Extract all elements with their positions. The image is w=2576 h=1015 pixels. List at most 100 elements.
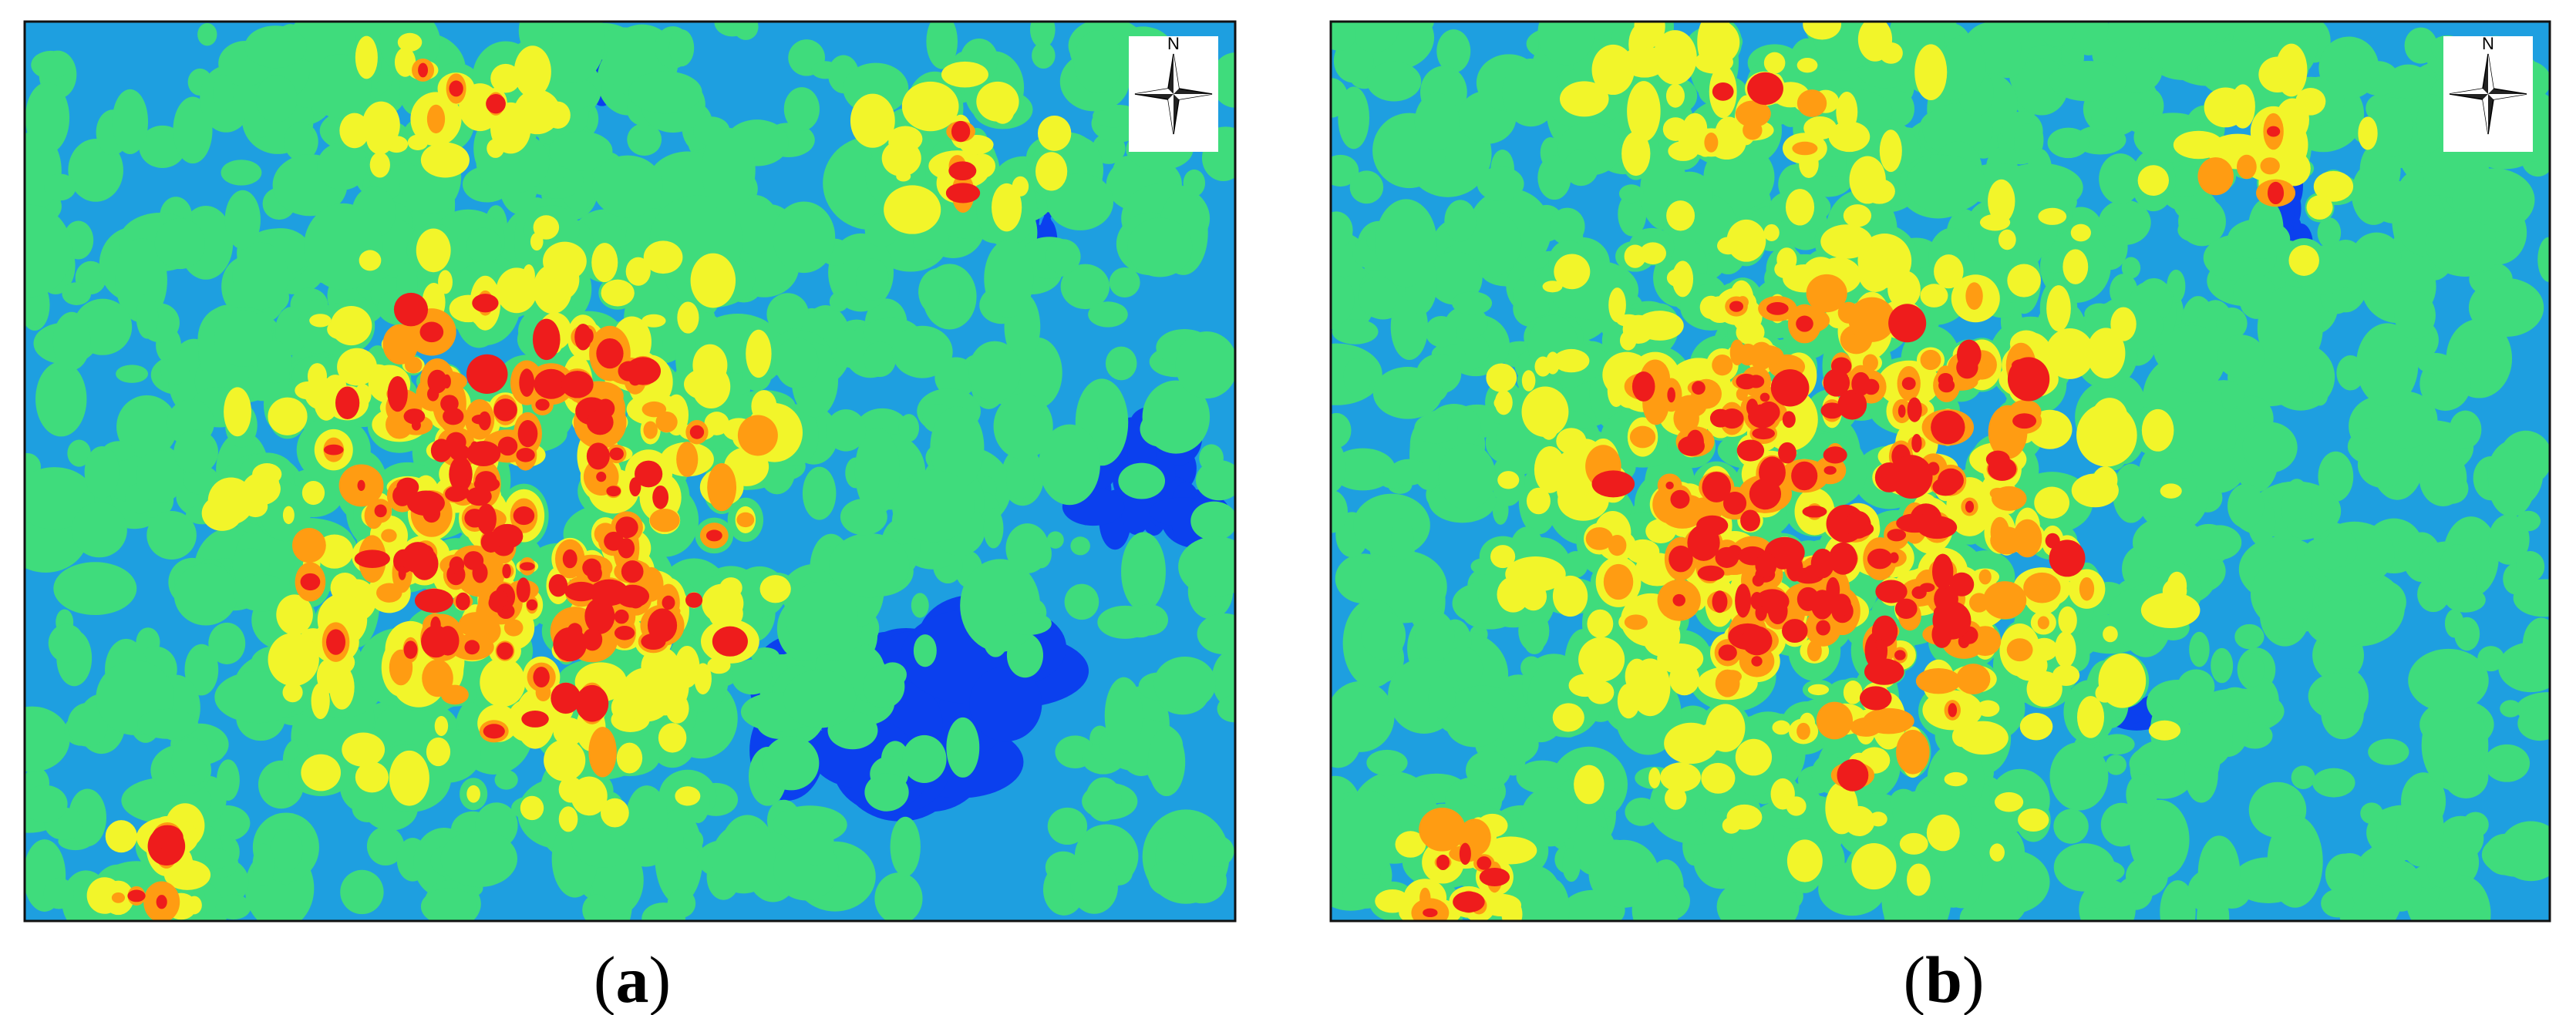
heat-patch <box>1537 155 1571 200</box>
heat-patch <box>1587 609 1614 638</box>
heat-patch <box>1562 848 1581 882</box>
heat-patch <box>1625 658 1649 694</box>
heat-patch <box>1198 835 1234 868</box>
heat-patch <box>2386 64 2430 99</box>
heat-patch <box>543 241 587 281</box>
heat-patch <box>397 32 423 52</box>
heat-patch <box>763 736 820 791</box>
heat-patch <box>472 562 488 583</box>
water-area <box>969 666 1042 742</box>
heat-patch <box>342 732 386 767</box>
heat-patch <box>643 240 683 274</box>
heat-patch <box>1965 500 1975 513</box>
heat-patch <box>2148 22 2210 73</box>
heat-patch <box>941 61 988 88</box>
heat-patch <box>1073 30 1123 93</box>
heat-patch <box>2047 127 2089 159</box>
heat-patch <box>1190 501 1235 541</box>
heat-patch <box>497 642 514 660</box>
heat-patch <box>389 750 429 806</box>
heat-patch <box>829 291 849 312</box>
heat-patch <box>387 375 408 412</box>
heat-patch <box>1735 100 1771 128</box>
heat-patch <box>2394 291 2436 339</box>
heat-patch <box>891 469 975 543</box>
heat-patch <box>1736 439 1765 462</box>
heat-patch <box>1666 268 1690 287</box>
heat-patch <box>1029 22 1056 49</box>
heat-patch <box>2007 357 2050 402</box>
heat-patch <box>339 113 370 149</box>
heat-patch <box>1699 295 1722 319</box>
heat-patch <box>1735 583 1752 618</box>
heat-patch <box>1627 81 1661 142</box>
heat-patch <box>1896 513 1934 533</box>
heat-patch <box>1105 346 1137 381</box>
heat-patch <box>1349 170 1384 204</box>
heat-patch <box>1697 565 1725 581</box>
heat-patch <box>25 82 70 154</box>
heat-patch <box>1574 765 1605 805</box>
heat-patch <box>1653 30 1697 85</box>
heat-patch <box>1479 867 1510 887</box>
heat-patch <box>1554 254 1591 290</box>
heat-patch <box>864 773 909 812</box>
heat-patch <box>1118 462 1166 499</box>
heat-patch <box>156 895 167 909</box>
heat-patch <box>2268 607 2304 639</box>
heat-patch <box>1197 613 1235 655</box>
heat-patch <box>1863 378 1880 395</box>
heat-patch <box>655 411 678 433</box>
heat-patch <box>1178 536 1235 597</box>
heat-patch <box>1796 722 1810 740</box>
heat-patch <box>785 581 859 655</box>
heat-patch <box>1837 758 1869 791</box>
heat-patch <box>589 579 629 607</box>
heat-patch <box>2355 323 2419 407</box>
heat-patch <box>270 828 303 872</box>
heat-patch <box>690 253 736 308</box>
heat-patch <box>1859 686 1892 711</box>
heat-patch <box>1542 281 1563 293</box>
heat-patch <box>411 419 421 431</box>
heat-patch <box>1524 632 1544 654</box>
heat-patch <box>1035 152 1068 191</box>
heat-patch <box>948 161 977 181</box>
heat-patch <box>1896 730 1930 775</box>
heat-patch <box>992 183 1022 232</box>
caption: (b) <box>1903 943 1984 1015</box>
heat-patch <box>84 445 120 499</box>
heat-patch <box>658 723 687 753</box>
heat-patch <box>2121 257 2141 279</box>
heat-patch <box>571 819 636 868</box>
heat-patch <box>621 560 644 583</box>
heat-patch <box>1361 610 1406 660</box>
heat-patch <box>252 843 275 886</box>
heat-patch <box>2245 677 2279 725</box>
heat-patch <box>582 628 603 651</box>
heat-patch <box>2445 586 2486 613</box>
heat-patch <box>1972 872 2028 921</box>
heat-patch <box>1989 487 2006 499</box>
heat-patch <box>1338 86 1370 150</box>
heat-patch <box>478 411 491 431</box>
heat-patch <box>2164 401 2236 452</box>
heat-patch <box>1979 213 2011 231</box>
heat-patch <box>2148 720 2181 741</box>
heat-patch <box>1372 367 1443 419</box>
heat-patch <box>438 270 453 294</box>
heat-patch <box>1618 192 1647 237</box>
heat-patch <box>1419 808 1466 852</box>
heat-patch <box>307 363 328 390</box>
heat-patch <box>362 101 400 149</box>
heat-patch <box>2408 648 2489 712</box>
heat-patch <box>1786 555 1803 582</box>
heat-patch <box>301 480 325 506</box>
heat-patch <box>635 460 663 488</box>
heat-patch <box>171 737 211 787</box>
heat-patch <box>591 243 618 283</box>
heat-patch <box>381 529 397 543</box>
heat-patch <box>1692 381 1706 395</box>
heat-patch <box>1807 640 1822 662</box>
heat-patch <box>1871 615 1898 647</box>
